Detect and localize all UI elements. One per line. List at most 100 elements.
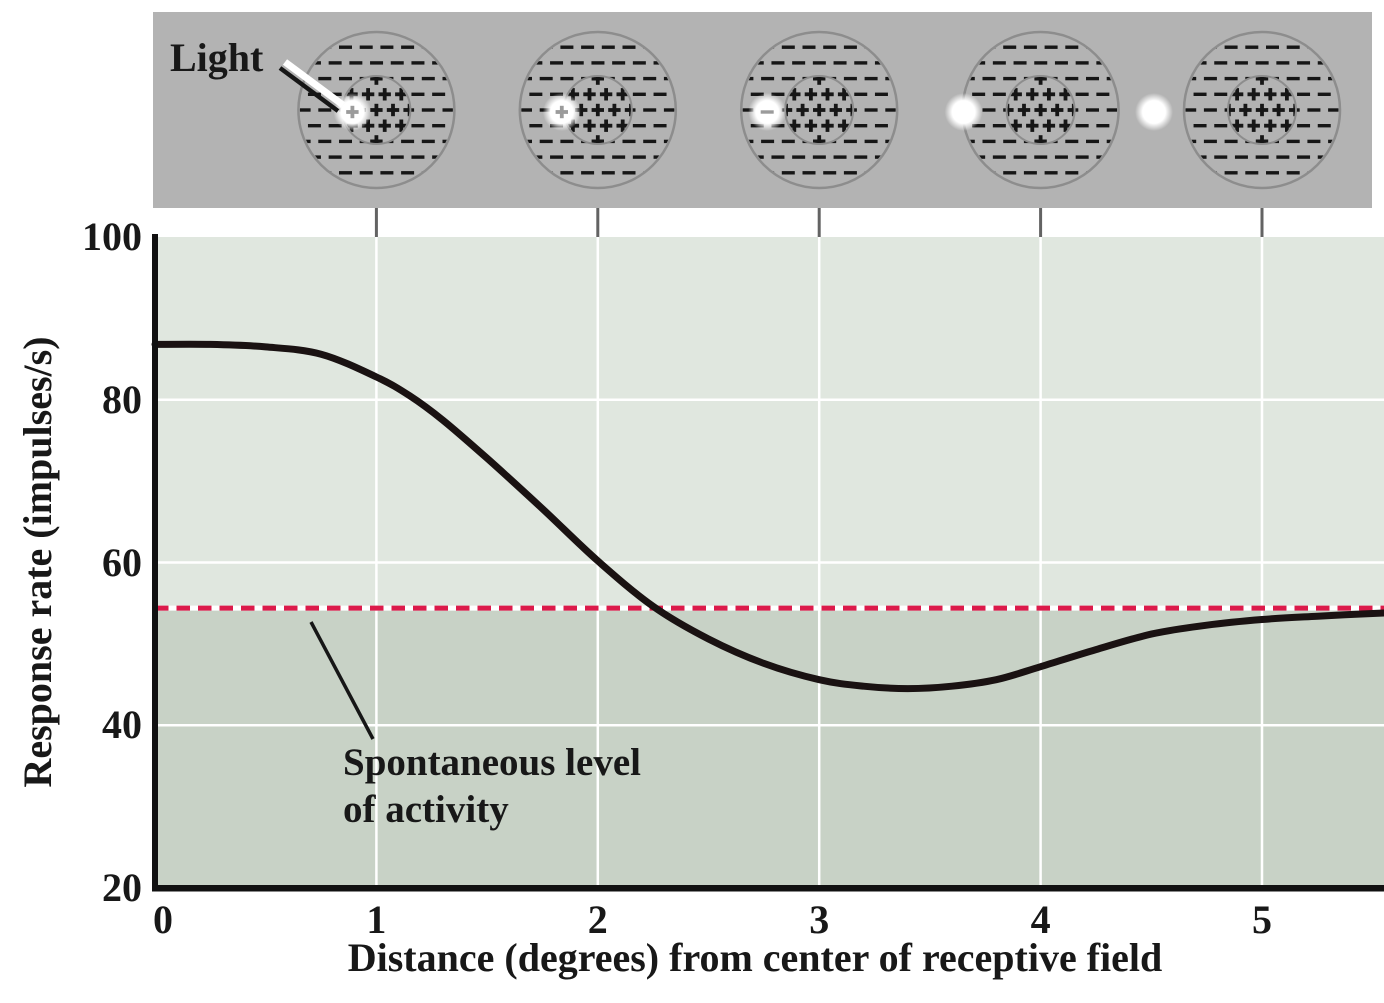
minus-symbol — [550, 29, 564, 34]
plus-symbol — [1042, 123, 1056, 128]
minus-symbol — [591, 186, 605, 191]
minus-symbol — [560, 139, 574, 144]
minus-symbol — [1003, 76, 1017, 81]
minus-symbol — [550, 186, 564, 191]
minus-symbol — [1234, 186, 1248, 191]
minus-symbol — [442, 76, 456, 81]
minus-symbol — [1214, 61, 1228, 65]
plus-symbol — [1264, 92, 1277, 97]
y-tick-label: 20 — [102, 865, 142, 910]
minus-symbol — [276, 108, 290, 112]
minus-symbol — [653, 92, 667, 96]
minus-symbol — [761, 76, 775, 81]
minus-symbol — [560, 171, 574, 175]
plus-symbol — [1034, 77, 1047, 81]
plus-symbol — [595, 135, 600, 143]
minus-symbol — [1075, 61, 1089, 65]
plus-symbol — [370, 139, 383, 143]
minus-symbol — [1183, 108, 1197, 112]
minus-symbol — [1317, 61, 1331, 65]
minus-symbol — [771, 92, 785, 96]
minus-symbol — [1086, 45, 1099, 49]
minus-symbol — [1297, 61, 1311, 65]
minus-symbol — [874, 124, 888, 128]
minus-symbol — [874, 61, 888, 65]
minus-symbol — [864, 45, 878, 49]
minus-symbol — [318, 108, 332, 112]
plus-symbol — [566, 92, 580, 97]
minus-symbol — [1183, 76, 1197, 81]
plus-symbol — [1009, 92, 1022, 97]
minus-symbol — [874, 92, 888, 96]
minus-symbol — [622, 76, 636, 81]
minus-symbol — [328, 92, 342, 96]
minus-symbol — [643, 139, 657, 144]
minus-symbol — [349, 29, 363, 34]
minus-symbol — [328, 29, 342, 34]
minus-symbol — [1065, 76, 1079, 81]
plus-symbol — [837, 123, 851, 128]
plus-symbol — [1017, 108, 1031, 112]
minus-symbol — [1297, 92, 1311, 96]
minus-symbol — [401, 171, 415, 175]
minus-symbol — [972, 92, 986, 96]
plus-symbol — [386, 108, 400, 112]
plus-symbol — [1007, 108, 1014, 112]
minus-symbol — [1203, 139, 1217, 144]
plus-symbol — [370, 77, 383, 81]
minus-symbol — [792, 186, 806, 191]
plus-symbol — [361, 123, 375, 128]
minus-symbol — [1013, 61, 1027, 65]
minus-symbol — [812, 155, 826, 159]
spot-plus-overlay — [555, 110, 568, 114]
minus-symbol — [1034, 186, 1048, 191]
plus-symbol — [1038, 135, 1043, 143]
minus-symbol — [992, 155, 1006, 159]
minus-symbol — [390, 186, 404, 191]
minus-symbol — [390, 29, 404, 34]
plus-symbol — [796, 108, 809, 112]
minus-symbol — [380, 45, 394, 49]
minus-symbol — [318, 139, 332, 144]
minus-symbol — [570, 155, 584, 159]
minus-symbol — [529, 92, 543, 96]
plus-symbol — [591, 139, 604, 143]
minus-symbol — [740, 108, 754, 112]
receptive-field-diagram — [719, 29, 909, 191]
minus-symbol — [519, 108, 532, 112]
minus-symbol — [854, 155, 868, 159]
minus-symbol — [622, 45, 636, 49]
minus-symbol — [318, 45, 332, 49]
minus-symbol — [370, 61, 384, 65]
minus-symbol — [643, 171, 657, 175]
minus-symbol — [601, 45, 615, 49]
plus-symbol — [804, 123, 818, 128]
minus-symbol — [1224, 76, 1238, 81]
minus-symbol — [653, 124, 667, 128]
minus-symbol — [1307, 171, 1321, 175]
minus-symbol — [761, 171, 775, 175]
plus-symbol — [1255, 108, 1269, 112]
minus-symbol — [771, 155, 785, 159]
plus-symbol — [1230, 123, 1244, 128]
minus-symbol — [982, 45, 996, 49]
x-tick-label: 5 — [1252, 897, 1272, 942]
minus-symbol — [1034, 29, 1048, 34]
plus-symbol — [1230, 92, 1244, 97]
minus-symbol — [1317, 155, 1331, 159]
minus-symbol — [380, 171, 394, 175]
minus-symbol — [1234, 61, 1248, 65]
minus-symbol — [1054, 186, 1068, 191]
minus-symbol — [390, 61, 404, 65]
minus-symbol — [359, 171, 373, 175]
minus-symbol — [812, 29, 826, 34]
minus-symbol — [442, 108, 456, 112]
plus-symbol — [813, 77, 826, 81]
banner-connectors — [374, 208, 1264, 239]
minus-symbol — [390, 155, 404, 159]
minus-symbol — [961, 76, 975, 81]
plus-symbol — [1034, 108, 1047, 112]
plus-symbol — [817, 135, 822, 143]
plus-symbol — [1059, 123, 1072, 128]
minus-symbol — [1096, 61, 1110, 65]
